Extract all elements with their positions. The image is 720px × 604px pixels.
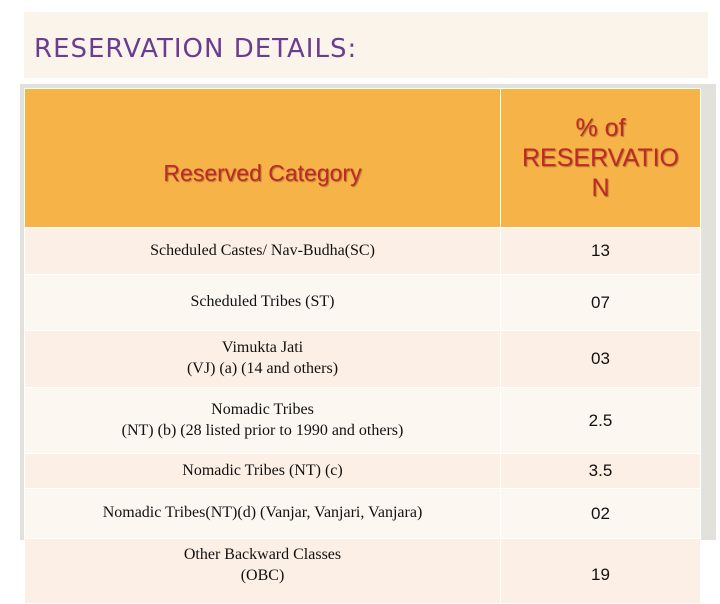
table-header-row: Reserved Category % of RESERVATIO N	[24, 88, 701, 228]
percent-cell: 2.5	[500, 387, 701, 454]
category-cell: Scheduled Tribes (ST)	[24, 274, 501, 331]
category-line: Nomadic Tribes (NT) (c)	[182, 461, 343, 479]
percent-cell: 13	[500, 227, 701, 275]
category-cell: Other Backward Classes (OBC)	[24, 538, 501, 604]
percent-cell: 19	[500, 538, 701, 604]
header-percent-line-1: % of	[575, 114, 626, 142]
category-cell: Vimukta Jati (VJ) (a) (14 and others)	[24, 330, 501, 388]
percent-cell: 02	[500, 488, 701, 539]
category-line: Other Backward Classes	[183, 546, 342, 563]
table-row: Nomadic Tribes (NT) (b) (28 listed prior …	[24, 387, 701, 454]
category-line: (VJ) (a) (14 and others)	[186, 360, 339, 377]
category-line: Nomadic Tribes(NT)(d) (Vanjar, Vanjari, …	[102, 504, 423, 522]
category-cell: Nomadic Tribes (NT) (b) (28 listed prior …	[24, 387, 501, 454]
category-line: Scheduled Castes/ Nav-Budha(SC)	[150, 241, 375, 259]
percent-cell: 03	[500, 330, 701, 388]
category-line: Vimukta Jati	[221, 339, 304, 357]
category-cell: Nomadic Tribes(NT)(d) (Vanjar, Vanjari, …	[24, 488, 501, 539]
category-cell: Nomadic Tribes (NT) (c)	[24, 453, 501, 489]
table-row: Scheduled Tribes (ST) 07	[24, 274, 701, 331]
reservation-table: Reserved Category % of RESERVATIO N Sche…	[24, 88, 701, 604]
header-percent-line-3: N	[591, 174, 610, 202]
header-percent-of-reservation: % of RESERVATIO N	[500, 88, 701, 228]
category-line: (OBC)	[240, 566, 285, 584]
header-percent-line-2: RESERVATIO	[522, 144, 679, 172]
header-reserved-category: Reserved Category	[24, 88, 501, 228]
table-row: Vimukta Jati (VJ) (a) (14 and others) 03	[24, 330, 701, 388]
category-line: Nomadic Tribes	[211, 400, 314, 418]
table-row: Other Backward Classes (OBC) 19	[24, 538, 701, 604]
percent-cell: 07	[500, 274, 701, 331]
table-row: Nomadic Tribes (NT) (c) 3.5	[24, 453, 701, 489]
title-bar: RESERVATION DETAILS:	[24, 12, 708, 78]
category-line: Scheduled Tribes (ST)	[190, 293, 335, 311]
category-cell: Scheduled Castes/ Nav-Budha(SC)	[24, 227, 501, 275]
slide-title: RESERVATION DETAILS:	[34, 34, 358, 64]
category-line: (NT) (b) (28 listed prior to 1990 and ot…	[121, 421, 404, 439]
percent-cell: 3.5	[500, 453, 701, 489]
table-row: Nomadic Tribes(NT)(d) (Vanjar, Vanjari, …	[24, 488, 701, 539]
table-row: Scheduled Castes/ Nav-Budha(SC) 13	[24, 227, 701, 275]
